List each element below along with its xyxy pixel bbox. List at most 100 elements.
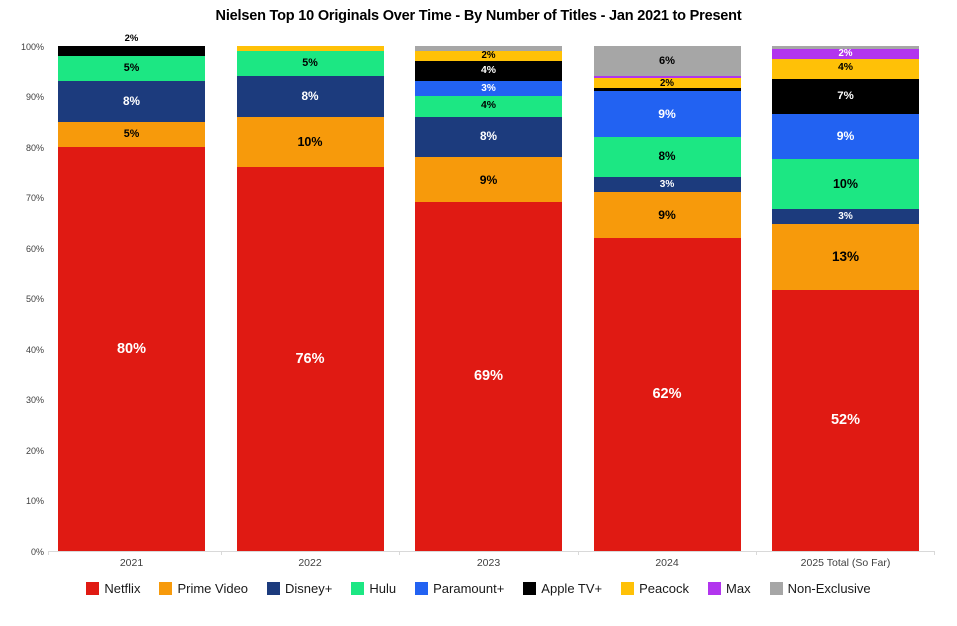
y-axis-tick-label: 30% [25,395,44,405]
segment-label: 9% [479,172,498,187]
bar-segment-hulu[interactable]: 10% [772,159,919,210]
y-axis-tick-label: 50% [25,294,44,304]
legend-item-hulu[interactable]: Hulu [351,581,396,596]
bar-segment-disney[interactable]: 3% [772,209,919,225]
segment-label: 13% [831,249,860,265]
legend-item-paramount[interactable]: Paramount+ [415,581,504,596]
segment-label: 3% [838,210,853,222]
segment-label: 69% [473,368,504,385]
bar-segment-disney[interactable]: 8% [58,81,205,122]
legend: Netflix Prime Video Disney+ Hulu Paramount+ A… [0,581,957,596]
segment-label: 4% [480,65,497,77]
x-axis-tick [399,551,401,555]
x-axis-tick [577,551,579,555]
bar-segment-paramount[interactable]: 3% [415,81,562,97]
segment-label: 4% [480,100,497,112]
legend-label: Paramount+ [433,581,505,596]
legend-item-apple-tv[interactable]: Apple TV+ [523,581,602,596]
legend-label: Apple TV+ [541,581,603,596]
bar-2023: 2% 4% 3% 4% 8% 9% 69% [415,46,562,551]
legend-item-disney[interactable]: Disney+ [267,581,332,596]
x-axis-category-label: 2025 Total (So Far) [800,557,891,569]
segment-label: 8% [479,128,498,143]
bar-segment-prime-video[interactable]: 9% [593,192,741,238]
legend-swatch-hulu [351,582,365,595]
y-axis-tick-label: 0% [30,546,44,557]
segment-label: 5% [123,127,140,140]
bar-segment-apple-tv[interactable] [58,46,205,57]
bar-segment-peacock[interactable] [236,46,384,52]
legend-item-netflix[interactable]: Netflix [86,581,140,596]
legend-item-max[interactable]: Max [708,581,751,596]
x-axis-tick [934,551,935,555]
bar-segment-netflix[interactable]: 69% [415,202,562,551]
bar-segment-non-exclusive[interactable] [772,46,919,49]
bar-segment-disney[interactable]: 8% [236,76,384,117]
bar-segment-peacock[interactable]: 2% [593,77,741,89]
bar-segment-netflix[interactable]: 52% [772,289,919,551]
bar-segment-netflix[interactable]: 62% [593,237,741,551]
segment-label: 2% [659,77,674,89]
segment-label: 10% [832,176,859,191]
legend-item-peacock[interactable]: Peacock [621,581,689,596]
bar-segment-hulu[interactable]: 4% [415,96,562,117]
legend-swatch-prime-video [159,582,173,595]
bar-segment-hulu[interactable]: 5% [236,51,384,77]
segment-label: 4% [837,62,854,74]
legend-label: Prime Video [177,581,249,596]
bar-segment-non-exclusive[interactable]: 6% [593,46,741,77]
bar-segment-max[interactable] [593,76,741,79]
bar-segment-peacock[interactable]: 2% [415,50,562,62]
segment-label: 7% [837,89,854,102]
bar-segment-apple-tv[interactable]: 7% [772,78,919,114]
y-axis-tick-label: 60% [25,243,44,254]
bar-2024: 6% 2% 9% 8% 3% 9% 62% [593,46,741,551]
bar-segment-hulu[interactable]: 8% [593,136,741,178]
segment-label: 9% [658,208,676,223]
bar-segment-prime-video[interactable]: 5% [58,121,205,147]
chart-title: Nielsen Top 10 Originals Over Time - By … [215,8,742,24]
segment-label: 9% [836,129,855,144]
bar-segment-disney[interactable]: 8% [415,116,562,158]
segment-label: 2% [481,50,496,62]
x-axis-tick [48,551,49,555]
legend-label: Hulu [369,581,397,596]
bar-segment-prime-video[interactable]: 13% [772,224,919,290]
legend-label: Peacock [639,581,690,596]
bar-segment-hulu[interactable]: 5% [58,56,205,82]
legend-swatch-paramount [415,582,429,595]
legend-label: Max [726,581,751,596]
legend-item-non-exclusive[interactable]: Non-Exclusive [769,581,871,596]
segment-label: 8% [122,93,141,108]
segment-label: 8% [658,149,676,164]
bar-segment-netflix[interactable]: 76% [236,167,384,551]
bar-segment-prime-video[interactable]: 10% [236,116,384,168]
bar-segment-peacock[interactable]: 4% [772,58,919,79]
bar-segment-prime-video[interactable]: 9% [415,157,562,203]
bar-segment-non-exclusive[interactable] [415,46,562,52]
legend-swatch-max [708,582,722,595]
segment-label: 5% [123,62,140,75]
segment-label: 6% [658,54,676,67]
y-axis-tick-label: 70% [25,193,44,203]
bar-segment-max[interactable]: 2% [772,48,919,59]
legend-item-prime-video[interactable]: Prime Video [159,581,248,596]
segment-label: 62% [652,386,682,403]
y-axis-tick-label: 90% [25,92,44,102]
y-axis-tick-label: 20% [25,445,44,456]
bar-2022: 5% 8% 10% 76% [236,46,384,551]
bar-segment-disney[interactable]: 3% [593,177,741,193]
legend-swatch-netflix [86,582,100,595]
segment-label: 3% [481,82,496,94]
segment-label: 80% [116,340,147,357]
bar-segment-paramount[interactable]: 9% [593,91,741,137]
bar-segment-apple-tv[interactable] [593,88,741,92]
x-axis-category-label: 2024 [655,557,679,569]
bar-segment-apple-tv[interactable]: 4% [415,61,562,82]
legend-swatch-disney [267,582,281,595]
bar-2021: 2% 5% 8% 5% 80% [58,33,205,551]
bar-segment-netflix[interactable]: 80% [58,146,205,551]
bar-2025-total-so-far: 2% 4% 7% 9% 10% 3% 13% 52% [772,46,919,551]
bar-segment-paramount[interactable]: 9% [772,113,919,160]
segment-label: 5% [302,57,318,70]
